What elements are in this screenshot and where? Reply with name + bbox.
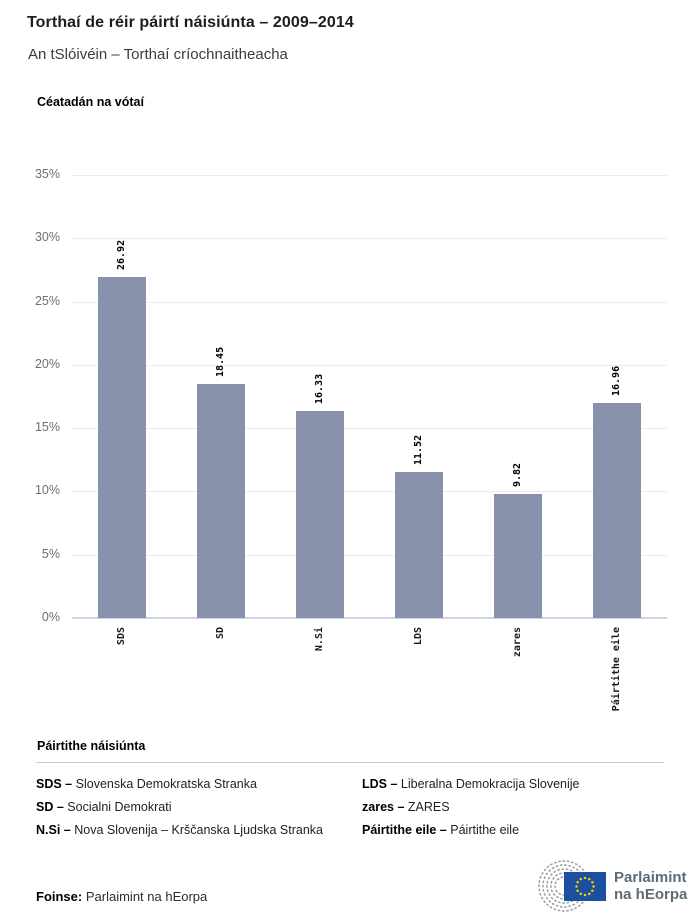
x-axis-label: SDS xyxy=(115,627,127,646)
page-title: Torthaí de réir páirtí náisiúnta – 2009–… xyxy=(27,14,354,31)
x-axis-label: zares xyxy=(512,627,524,658)
legend-item: SD – Socialni Demokrati xyxy=(36,800,362,823)
chart-y-axis-title: Céatadán na vótaí xyxy=(37,95,144,109)
bar-value-label: 16.33 xyxy=(313,374,325,405)
legend-abbr: LDS – xyxy=(362,777,398,791)
y-axis-tick-label: 5% xyxy=(41,546,60,561)
bar-value-label: 16.96 xyxy=(611,366,623,397)
x-axis-label: N.Si xyxy=(313,627,325,652)
bar xyxy=(97,277,146,618)
y-axis-tick-label: 30% xyxy=(34,230,60,245)
y-axis-tick-label: 35% xyxy=(34,167,60,181)
x-axis-label: LDS xyxy=(413,627,425,646)
x-axis-label: SD xyxy=(214,627,226,640)
legend-item: zares – ZARES xyxy=(362,800,664,823)
gridline xyxy=(72,175,667,176)
legend-name: Socialni Demokrati xyxy=(67,800,172,814)
bar-chart: 0% 5% 10% 15% 20% 25% 30% 35% 26.92 SDS 18.45 SD 16.… xyxy=(34,167,667,712)
legend-item: SDS – Slovenska Demokratska Stranka xyxy=(36,777,362,800)
gridline xyxy=(72,428,667,430)
bar xyxy=(196,384,245,618)
legend-name: Liberalna Demokracija Slovenije xyxy=(400,777,580,791)
gridline xyxy=(72,301,667,303)
bar xyxy=(593,403,642,618)
legend-grid: SDS – Slovenska Demokratska Stranka SD –… xyxy=(36,777,664,846)
legend-abbr: Páirtithe eile – xyxy=(362,823,447,837)
legend-abbr: N.Si – xyxy=(36,823,71,837)
legend-name: ZARES xyxy=(407,800,450,814)
y-axis-tick-label: 20% xyxy=(34,356,60,371)
gridline xyxy=(72,491,667,493)
page-subtitle: An tSlóivéin – Torthaí críochnaitheacha xyxy=(28,46,288,63)
legend-name: Slovenska Demokratska Stranka xyxy=(75,777,257,791)
logo-text: Parlaimint na hEorpa xyxy=(614,869,688,903)
source-label: Foinse: xyxy=(36,889,83,904)
legend-item: N.Si – Nova Slovenija – Krščanska Ljudsk… xyxy=(36,823,362,846)
legend-heading: Páirtithe náisiúnta xyxy=(37,739,146,753)
gridline xyxy=(72,554,667,556)
legend-section: Páirtithe náisiúnta SDS – Slovenska Demo… xyxy=(36,739,664,846)
bar xyxy=(295,411,344,618)
legend-abbr: SDS – xyxy=(36,777,73,791)
gridline xyxy=(72,238,667,240)
bar-value-label: 11.52 xyxy=(413,435,425,466)
gridline xyxy=(72,364,667,366)
legend-item: LDS – Liberalna Demokracija Slovenije xyxy=(362,777,664,800)
legend-item: Páirtithe eile – Páirtithe eile xyxy=(362,823,664,846)
bar-value-label: 26.92 xyxy=(115,240,127,271)
gridline xyxy=(72,617,667,619)
legend-name: Páirtithe eile xyxy=(450,823,520,837)
hemicycle-eu-flag-icon xyxy=(538,860,606,912)
y-axis-tick-label: 0% xyxy=(41,610,60,624)
european-parliament-logo: Parlaimint na hEorpa xyxy=(528,858,690,914)
legend-abbr: SD – xyxy=(36,800,64,814)
bar-value-label: 9.82 xyxy=(512,462,524,487)
legend-abbr: zares – xyxy=(362,800,405,814)
legend-name: Nova Slovenija – Krščanska Ljudska Stran… xyxy=(74,823,323,837)
bar-value-label: 18.45 xyxy=(214,347,226,378)
y-axis-tick-label: 15% xyxy=(34,420,60,435)
legend-divider xyxy=(36,762,664,763)
source-value: Parlaimint na hEorpa xyxy=(85,889,208,904)
source-line: Foinse: Parlaimint na hEorpa xyxy=(36,889,207,904)
bar xyxy=(494,493,543,618)
y-axis-tick-label: 25% xyxy=(34,293,60,308)
bar xyxy=(395,472,444,618)
x-axis-label: Páirtithe eile xyxy=(611,627,623,712)
y-axis-tick-label: 10% xyxy=(34,483,60,498)
